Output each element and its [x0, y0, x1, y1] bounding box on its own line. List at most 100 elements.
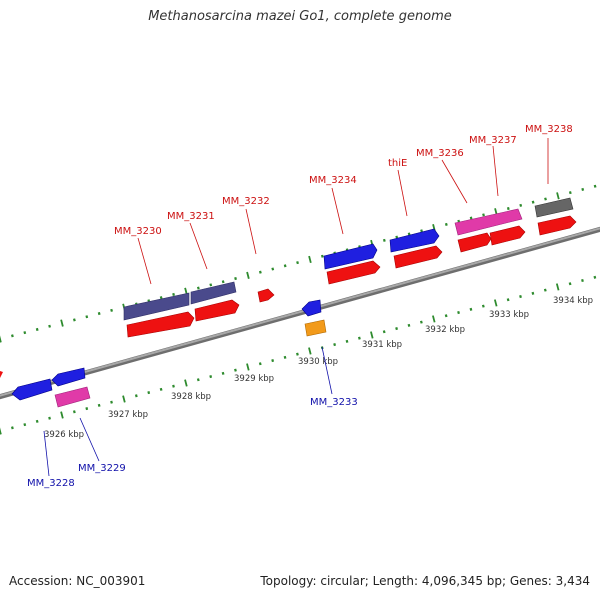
gene-MM_3231-red[interactable]: [194, 299, 240, 322]
upper-minor-tick: [407, 232, 411, 236]
gene-MM_3230-red[interactable]: [126, 311, 195, 338]
upper-minor-tick: [234, 277, 237, 281]
lower-minor-tick: [345, 339, 349, 343]
lower-minor-tick: [11, 426, 14, 430]
label-MM_3234[interactable]: MM_3234: [309, 175, 357, 186]
gene-MM_3229-pink[interactable]: [54, 386, 91, 408]
gene-thiE-blue[interactable]: [389, 228, 440, 253]
lower-minor-tick: [134, 394, 138, 398]
gene-MM_3233-orange[interactable]: [304, 319, 327, 337]
lower-major-tick: [122, 395, 126, 403]
upper-minor-tick: [209, 283, 213, 287]
label-MM_3232[interactable]: MM_3232: [222, 196, 270, 207]
lower-minor-tick: [85, 407, 89, 411]
upper-minor-tick: [444, 222, 448, 226]
lower-major-tick: [184, 379, 188, 387]
gene-MM_3238-red[interactable]: [537, 215, 577, 236]
gene-MM_3236-red[interactable]: [457, 232, 492, 253]
upper-minor-tick: [420, 229, 423, 233]
lower-major-tick: [432, 315, 436, 323]
lower-minor-tick: [531, 291, 535, 295]
scale-labels: 3926 kbp 3927 kbp 3928 kbp 3929 kbp 3930…: [44, 296, 593, 440]
scale-label-3927: 3927 kbp: [108, 410, 148, 420]
gene-edge-fragment[interactable]: [0, 371, 3, 378]
label-MM_3231[interactable]: MM_3231: [167, 211, 215, 222]
upper-minor-tick: [258, 270, 262, 274]
lower-minor-tick: [97, 403, 101, 407]
lower-minor-tick: [469, 307, 473, 311]
upper-minor-tick: [11, 334, 14, 338]
lower-minor-tick: [48, 416, 51, 420]
accession-text: Accession: NC_003901: [9, 574, 146, 588]
label-MM_3228[interactable]: MM_3228: [27, 478, 75, 489]
label-connectors: [43, 138, 549, 477]
upper-major-tick: [308, 255, 312, 264]
forward-genes: [123, 197, 577, 338]
lower-tick-track: [0, 275, 597, 435]
reverse-genes: [0, 299, 327, 408]
lower-minor-tick: [283, 355, 287, 359]
upper-minor-tick: [506, 206, 510, 211]
lower-minor-tick: [382, 330, 386, 334]
scale-label-3932: 3932 kbp: [425, 325, 465, 335]
label-thiE[interactable]: thiE: [388, 158, 407, 169]
gene-MM_3236-pink[interactable]: [454, 208, 523, 236]
upper-minor-tick: [159, 296, 163, 300]
lower-minor-tick: [457, 311, 460, 315]
lower-minor-tick: [358, 336, 361, 340]
bottom-gene-labels: MM_3228 MM_3229 MM_3233: [27, 397, 358, 489]
scale-label-3933: 3933 kbp: [489, 310, 529, 320]
upper-minor-tick: [85, 315, 89, 319]
upper-minor-tick: [97, 312, 101, 316]
gene-MM_3234-red[interactable]: [326, 260, 381, 285]
upper-minor-tick: [73, 318, 76, 322]
gene-MM_3232[interactable]: [257, 288, 275, 303]
upper-minor-tick: [382, 238, 386, 242]
gene-MM_3238-gray[interactable]: [534, 197, 574, 218]
gene-thiE-red[interactable]: [393, 245, 443, 269]
lower-minor-tick: [72, 410, 76, 414]
lower-major-tick: [370, 331, 374, 339]
lower-minor-tick: [407, 323, 411, 327]
lower-minor-tick: [395, 327, 398, 331]
label-MM_3229[interactable]: MM_3229: [78, 463, 126, 474]
top-gene-labels: MM_3230 MM_3231 MM_3232 MM_3234 thiE MM_…: [114, 124, 573, 237]
upper-minor-tick: [469, 216, 473, 220]
scale-label-3934: 3934 kbp: [553, 296, 593, 306]
gene-MM_3229-blue[interactable]: [51, 367, 86, 387]
lower-minor-tick: [568, 282, 572, 286]
gene-MM_3231-purple[interactable]: [190, 281, 237, 305]
gene-MM_3233-blue[interactable]: [301, 299, 322, 317]
label-MM_3230[interactable]: MM_3230: [114, 226, 162, 237]
lower-major-tick: [308, 347, 312, 355]
label-MM_3233[interactable]: MM_3233: [310, 397, 358, 408]
upper-minor-tick: [581, 187, 585, 191]
upper-minor-tick: [544, 197, 547, 201]
lower-minor-tick: [593, 275, 597, 279]
gene-MM_3230-purple[interactable]: [123, 292, 190, 321]
lower-minor-tick: [110, 400, 113, 404]
label-MM_3238[interactable]: MM_3238: [525, 124, 573, 135]
gene-MM_3228-blue[interactable]: [11, 378, 53, 401]
lower-minor-tick: [147, 391, 151, 395]
lower-major-tick: [0, 427, 2, 435]
gene-MM_3237-red[interactable]: [489, 225, 526, 246]
lower-minor-tick: [159, 387, 163, 391]
upper-minor-tick: [531, 200, 535, 204]
lower-minor-tick: [23, 423, 27, 427]
upper-minor-tick: [283, 264, 287, 268]
label-MM_3237[interactable]: MM_3237: [469, 135, 517, 146]
gene-MM_3234-blue[interactable]: [323, 243, 378, 270]
lower-minor-tick: [444, 314, 448, 318]
upper-minor-tick: [35, 327, 39, 331]
upper-major-tick: [246, 271, 250, 279]
map-title: Methanosarcina mazei Go1, complete genom…: [148, 9, 452, 24]
upper-major-tick: [556, 192, 560, 200]
upper-minor-tick: [221, 280, 225, 284]
lower-minor-tick: [333, 343, 337, 347]
upper-minor-tick: [519, 203, 523, 207]
lower-major-tick: [246, 363, 250, 371]
lower-minor-tick: [271, 359, 275, 363]
upper-minor-tick: [271, 267, 275, 271]
label-MM_3236[interactable]: MM_3236: [416, 148, 464, 159]
